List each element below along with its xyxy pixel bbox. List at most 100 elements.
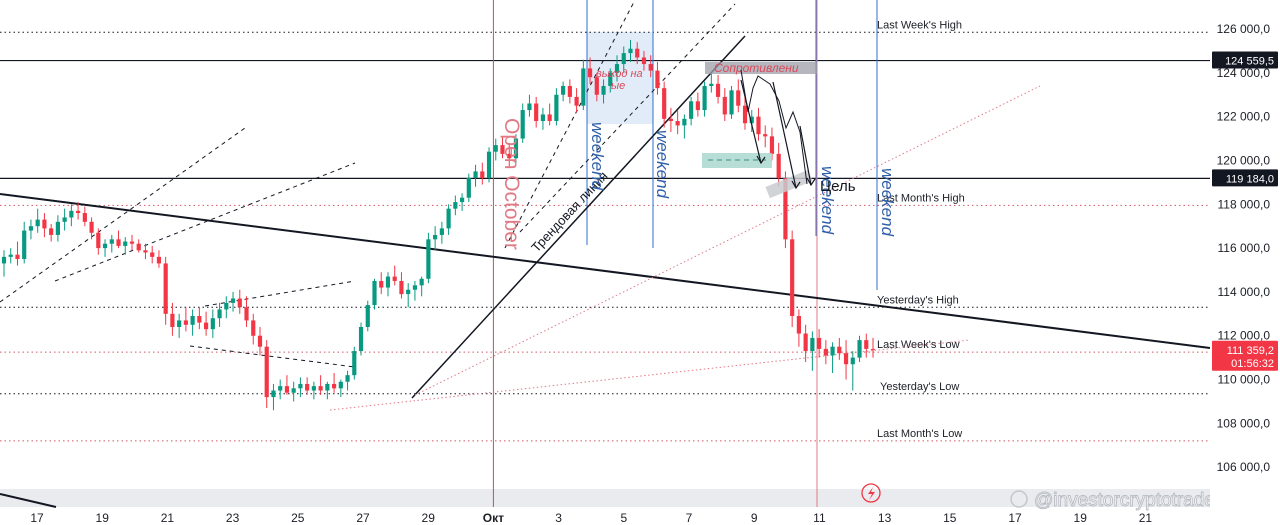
candle xyxy=(143,243,148,260)
candle xyxy=(406,283,411,308)
drawings-layer xyxy=(0,0,1211,508)
price-label: 111 359,2 xyxy=(1227,345,1274,357)
dashed-channel xyxy=(204,280,356,307)
candle-body xyxy=(123,241,128,246)
candle-body xyxy=(769,136,775,154)
candle-body xyxy=(817,337,822,349)
candle-body xyxy=(547,114,552,122)
candle xyxy=(298,377,303,398)
time-tick: 15 xyxy=(943,511,957,525)
candle xyxy=(837,337,842,360)
candle xyxy=(662,81,667,128)
candle xyxy=(513,134,519,163)
candle xyxy=(89,217,94,240)
price-tick: 122 000,0 xyxy=(1217,110,1271,124)
dashed-channel xyxy=(0,127,246,303)
candle-body xyxy=(722,96,727,115)
lightning-icon[interactable] xyxy=(861,483,881,503)
candle xyxy=(749,110,754,132)
candle-body xyxy=(695,101,700,111)
price-tick: 114 000,0 xyxy=(1218,285,1271,299)
candle xyxy=(581,59,586,111)
candle-body xyxy=(419,278,424,286)
dashed-channel xyxy=(189,345,356,368)
price-tick: 110 000,0 xyxy=(1218,373,1271,387)
candle-body xyxy=(28,226,34,231)
price-axis[interactable]: 126 000,0 124 000,0 122 000,0 120 000,0 118 … xyxy=(1210,0,1280,525)
candle-body xyxy=(271,390,276,398)
candle xyxy=(561,81,566,102)
candle xyxy=(520,103,525,143)
candle xyxy=(291,381,296,402)
candle xyxy=(399,272,404,299)
candle xyxy=(473,164,478,187)
lightning-icon-bolt xyxy=(868,487,875,500)
candle xyxy=(22,221,27,264)
price-tick: 112 000,0 xyxy=(1218,329,1271,343)
time-tick: 25 xyxy=(291,511,305,525)
candle xyxy=(857,335,862,363)
candle xyxy=(271,383,276,411)
candle xyxy=(534,96,539,128)
candle-body xyxy=(224,302,229,310)
time-tick: 11 xyxy=(813,511,826,525)
candle xyxy=(210,309,215,338)
candle-body xyxy=(358,326,364,352)
candle-body xyxy=(352,351,357,376)
candle-body xyxy=(170,313,175,327)
price-tick: 120 000,0 xyxy=(1217,153,1271,167)
candle-body xyxy=(601,85,606,95)
candle xyxy=(870,337,876,358)
price-label-box xyxy=(1212,340,1278,371)
candle-body xyxy=(129,241,135,244)
candle-body xyxy=(668,118,673,122)
candle-body xyxy=(790,239,795,317)
time-tick: 13 xyxy=(878,511,892,525)
candle xyxy=(614,55,620,82)
candle-body xyxy=(830,346,835,356)
candle xyxy=(756,107,761,141)
candle xyxy=(776,142,781,187)
candle-body xyxy=(345,375,350,382)
candle-body xyxy=(251,320,256,336)
candle-body xyxy=(513,138,519,159)
candle-body xyxy=(581,68,586,106)
target-box xyxy=(765,169,813,199)
candle-body xyxy=(850,357,855,365)
breakout-label-2: ые xyxy=(611,80,625,92)
candle-body xyxy=(857,340,862,358)
candle-body xyxy=(318,386,323,391)
candle-body xyxy=(486,151,492,178)
candle xyxy=(843,340,849,380)
candle-body xyxy=(453,202,458,209)
candle xyxy=(28,219,34,240)
candle xyxy=(817,329,822,358)
candle xyxy=(641,50,647,71)
candle xyxy=(433,226,438,251)
candle xyxy=(123,237,128,255)
time-axis[interactable]: 17 19 21 23 25 27 29 Окт 3 5 7 9 11 13 15 17 19 21 xyxy=(30,511,1152,525)
candle xyxy=(601,79,606,104)
candle-body xyxy=(102,243,108,249)
candle-body xyxy=(749,116,754,124)
candle xyxy=(628,39,633,62)
candle-body xyxy=(82,213,87,222)
arrow-head xyxy=(791,180,801,190)
candle xyxy=(480,162,485,185)
time-tick: 17 xyxy=(1008,511,1022,525)
candle xyxy=(352,346,357,380)
candle-body xyxy=(8,254,13,257)
candle xyxy=(486,147,492,183)
candle-body xyxy=(614,64,620,73)
candle xyxy=(251,313,256,345)
candle-body xyxy=(1,256,7,264)
dashed-channel xyxy=(504,0,636,249)
candle-body xyxy=(116,239,121,246)
candle xyxy=(547,103,552,126)
candle xyxy=(311,381,316,400)
candle-body xyxy=(810,337,815,352)
candle-body xyxy=(520,110,525,139)
time-tick: 17 xyxy=(30,511,44,525)
price-tick: 108 000,0 xyxy=(1217,416,1271,430)
